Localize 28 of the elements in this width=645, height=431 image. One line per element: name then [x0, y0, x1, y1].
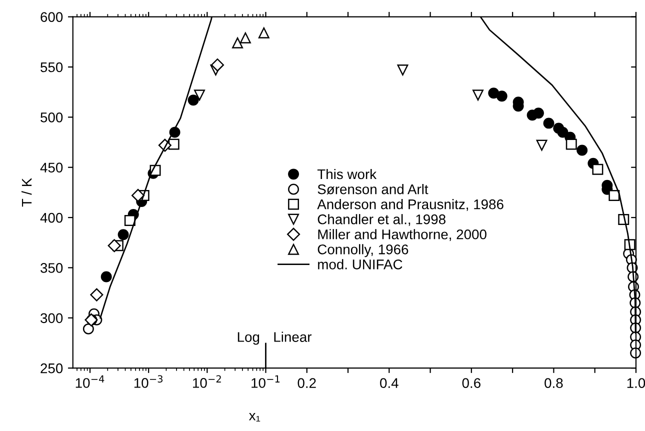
y-tick-label: 250: [40, 363, 63, 374]
y-tick-label: 550: [40, 62, 63, 72]
x-tick-label: 10$^{−3}$: [134, 375, 163, 388]
x-tick-label: 10$^{−1}$: [252, 375, 280, 388]
legend-label: Connolly, 1966: [318, 244, 408, 258]
legend-label: This work: [317, 168, 377, 180]
y-axis-title: T / K: [21, 178, 32, 207]
legend-label: Sørenson and Arlt: [318, 184, 428, 194]
x-tick-label: 1.0: [627, 378, 645, 388]
y-tick-label: 300: [40, 313, 63, 324]
x-tick-label: 0.4: [380, 378, 398, 388]
y-tick-label: 500: [40, 112, 63, 122]
y-tick-label: 400: [40, 212, 63, 223]
legend-label: mod. UNIFAC: [318, 259, 402, 270]
y-tick-label: 600: [40, 12, 63, 22]
legend-label: Miller and Hawthorne, 2000: [318, 229, 486, 241]
x-tick-label: 0.2: [298, 378, 316, 388]
y-tick-label: 350: [40, 263, 63, 273]
x-tick-label: 10$^{−4}$: [76, 375, 104, 388]
annotation: Linear: [274, 332, 312, 342]
x-axis-title: x₁: [248, 412, 260, 422]
x-tick-label: 0.6: [462, 378, 480, 388]
y-tick-label: 450: [40, 162, 63, 173]
x-tick-label: 0.8: [544, 378, 563, 388]
legend-label: Chandler et al., 1998: [318, 214, 446, 226]
annotation: Log: [238, 332, 260, 345]
legend-label: Anderson and Prausnitz, 1986: [317, 199, 504, 211]
x-tick-label: 10$^{−2}$: [193, 375, 221, 388]
